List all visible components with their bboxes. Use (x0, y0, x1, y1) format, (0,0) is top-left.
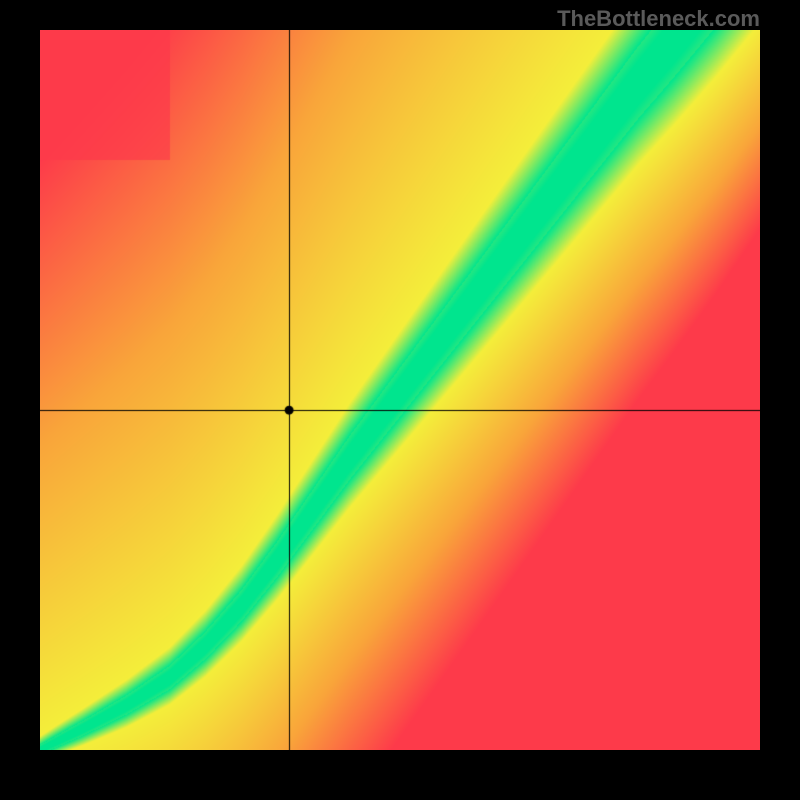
crosshair-overlay (40, 30, 760, 750)
chart-container: TheBottleneck.com (0, 0, 800, 800)
watermark-text: TheBottleneck.com (557, 6, 760, 32)
